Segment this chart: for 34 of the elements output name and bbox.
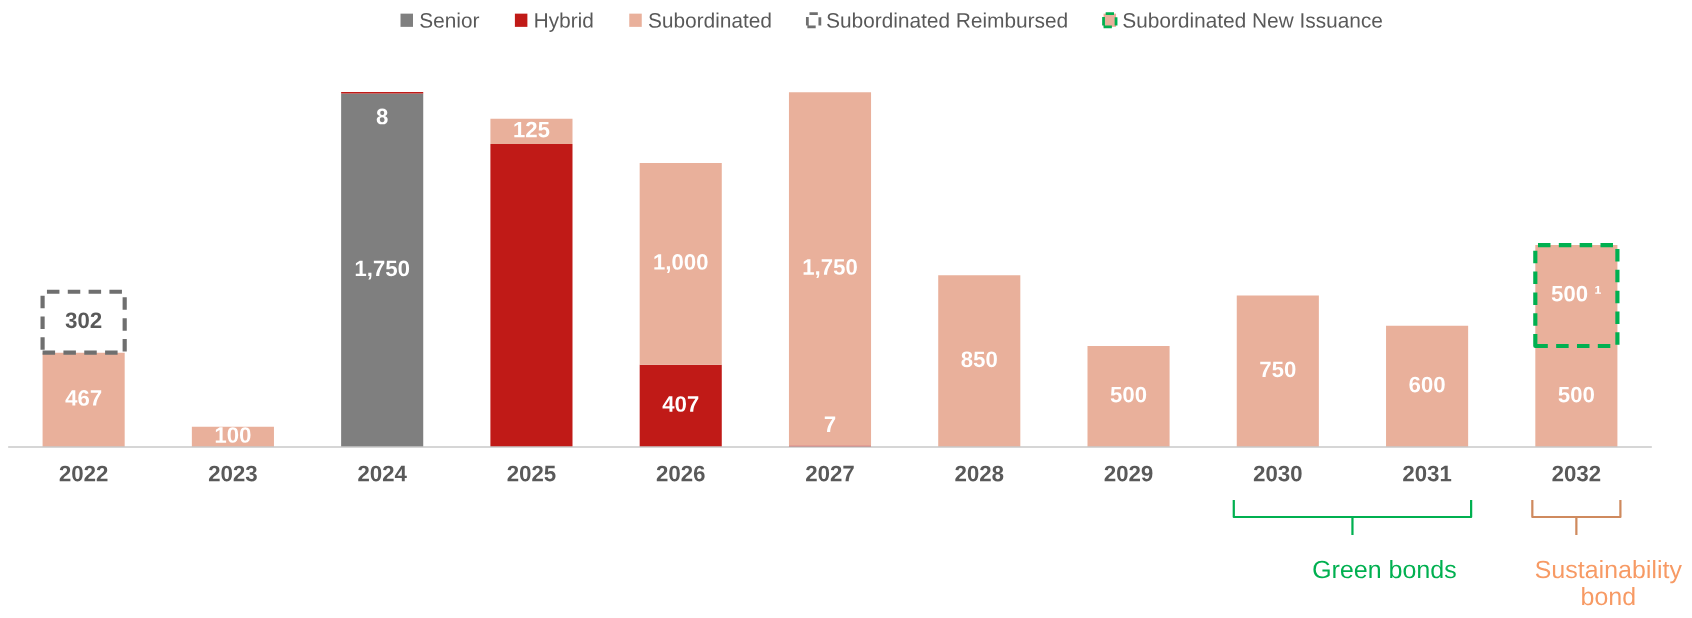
data-label: 1,750	[803, 259, 857, 279]
data-label: 100	[215, 427, 251, 443]
data-label: 850	[961, 351, 997, 368]
text: Sustainability bond	[1535, 560, 1682, 606]
x-tick-label: 2029	[1104, 465, 1153, 482]
x-tick-label: 2028	[955, 465, 1004, 482]
data-label: 125	[514, 121, 550, 138]
x-tick-label: 2030	[1253, 465, 1302, 482]
data-label: 1,000	[654, 254, 708, 274]
x-tick-label: 2023	[208, 465, 257, 482]
data-label: 8	[376, 108, 388, 125]
data-label: 500	[1558, 386, 1594, 403]
x-tick-label: 2022	[59, 465, 108, 482]
legend-label: Subordinated New Issuance	[1123, 12, 1382, 28]
data-label: 302	[65, 312, 102, 329]
x-tick-label: 2025	[507, 465, 556, 482]
data-label: 7	[824, 416, 836, 432]
legend-label: Hybrid	[535, 12, 593, 32]
data-label: 1,750	[355, 260, 410, 280]
x-tick-label: 2027	[806, 465, 854, 482]
x-tick-label: 2031	[1403, 465, 1452, 482]
legend-label: Subordinated Reimbursed	[827, 12, 1067, 28]
x-tick-label: 2026	[656, 465, 705, 482]
data-label: 500	[1110, 386, 1147, 403]
data-label: 600	[1409, 376, 1445, 393]
text: Green bonds	[1313, 560, 1456, 579]
data-label: 750	[1260, 361, 1296, 378]
data-label: 407	[662, 396, 699, 412]
legend-label: Senior	[420, 12, 480, 28]
data-label: 500 ¹	[1551, 285, 1601, 302]
legend-label: Subordinated	[648, 12, 771, 28]
data-label: 467	[65, 390, 102, 406]
x-tick-label: 2032	[1552, 465, 1601, 482]
x-tick-label: 2024	[358, 465, 407, 482]
